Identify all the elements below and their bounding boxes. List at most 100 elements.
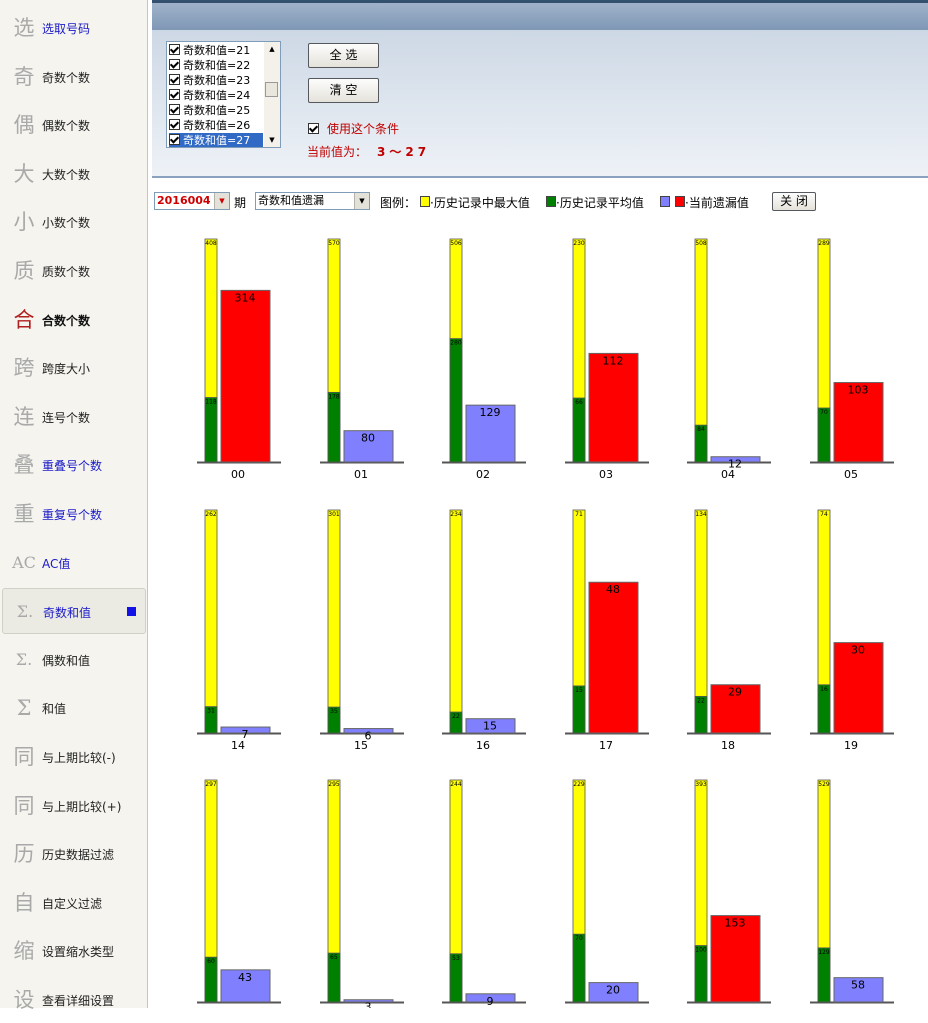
chart-type-combo[interactable]: 奇数和值遗漏 ▼: [255, 192, 370, 210]
sidebar-item[interactable]: Σ 和值: [2, 685, 146, 731]
sidebar-item[interactable]: 小小数个数: [2, 199, 146, 245]
checkbox-icon[interactable]: [169, 59, 180, 70]
category-label: 17: [599, 739, 613, 752]
sidebar-item[interactable]: 自自定义过滤: [2, 880, 146, 926]
checkbox-icon[interactable]: [169, 89, 180, 100]
dropdown-arrow-icon[interactable]: ▼: [214, 193, 229, 209]
sidebar-item[interactable]: 合合数个数: [2, 297, 146, 343]
sidebar-item-label: 自定义过滤: [42, 896, 103, 911]
bar-current-omission: [710, 456, 761, 463]
avg-value-label: 53: [452, 955, 460, 962]
sidebar-item-icon: Σ.: [16, 602, 34, 622]
legend-cur-label: ·当前遗漏值: [685, 196, 749, 210]
sidebar-item[interactable]: 偶偶数个数: [2, 102, 146, 148]
bar-historical-avg: [327, 952, 341, 1003]
checkbox-icon[interactable]: [169, 134, 180, 145]
condition-list-item[interactable]: 奇数和值=26: [169, 118, 263, 133]
avg-value-label: 178: [328, 393, 340, 400]
current-value-label: 43: [238, 971, 252, 984]
checkbox-icon[interactable]: [169, 119, 180, 130]
dropdown-arrow-icon[interactable]: ▼: [354, 193, 369, 209]
checkbox-icon[interactable]: [169, 74, 180, 85]
sidebar-item-label: 奇数和值: [43, 606, 92, 621]
period-suffix: 期: [234, 196, 247, 210]
sidebar-item[interactable]: 设查看详细设置: [2, 977, 146, 1023]
sidebar-item-icon: 连: [13, 404, 35, 429]
avg-value-label: 22: [452, 713, 460, 720]
omission-chart: 4081183140057017880015062801290223066112…: [197, 238, 894, 1008]
sidebar-item-label: 偶数和值: [42, 653, 91, 668]
avg-value-label: 129: [818, 949, 830, 956]
bar-current-omission: [710, 915, 761, 1003]
bar-historical-avg: [572, 397, 586, 463]
period-combo[interactable]: 2016004 ▼: [154, 192, 230, 210]
scroll-up-arrow-icon[interactable]: ▲: [269, 45, 275, 53]
max-value-label: 262: [205, 511, 217, 518]
sidebar-item-icon: 大: [13, 161, 35, 186]
scroll-down-arrow-icon[interactable]: ▼: [269, 136, 275, 144]
current-value-label: 15: [483, 720, 497, 733]
current-value-label: 当前值为：: [307, 145, 368, 159]
sidebar-item[interactable]: 选选取号码: [2, 5, 146, 51]
avg-value-label: 22: [697, 697, 705, 704]
clear-button[interactable]: 清 空: [308, 78, 379, 103]
listbox-scrollbar[interactable]: ▲ ▼: [264, 42, 280, 147]
sidebar-item[interactable]: 历历史数据过滤: [2, 831, 146, 877]
condition-list-item[interactable]: 奇数和值=23: [169, 73, 263, 88]
checkbox-icon[interactable]: [169, 104, 180, 115]
sidebar-item[interactable]: 重重复号个数: [2, 491, 146, 537]
max-value-label: 570: [328, 240, 340, 247]
bar-current-omission: [220, 969, 271, 1003]
condition-list-item[interactable]: 奇数和值=27: [169, 133, 263, 147]
sidebar-item[interactable]: Σ. 奇数和值: [2, 588, 146, 635]
bar-current-omission: [833, 642, 884, 734]
condition-list-item[interactable]: 奇数和值=24: [169, 88, 263, 103]
sidebar-item-label: 选取号码: [42, 22, 91, 36]
bar-historical-max: [327, 509, 341, 734]
sidebar-item[interactable]: 同与上期比较(-): [2, 734, 146, 780]
sidebar-item-icon: 偶: [13, 113, 35, 138]
condition-list-item-label: 奇数和值=22: [183, 59, 251, 72]
sidebar-item[interactable]: 连连号个数: [2, 394, 146, 440]
sidebar-item[interactable]: AC AC值: [2, 540, 146, 586]
category-label: 16: [476, 739, 490, 752]
condition-list-item[interactable]: 奇数和值=21: [169, 43, 263, 58]
bar-historical-avg: [694, 424, 708, 463]
sidebar-item[interactable]: 叠重叠号个数: [2, 442, 146, 488]
max-value-label: 229: [573, 781, 585, 788]
sidebar-item-icon: 同: [13, 745, 35, 769]
current-value-label: 29: [728, 686, 742, 699]
bar-historical-max: [449, 509, 463, 734]
category-label: 05: [844, 468, 858, 481]
bar-current-omission: [588, 982, 639, 1003]
sidebar-item-icon: 历: [13, 842, 35, 867]
max-value-label: 230: [573, 240, 585, 247]
sidebar-item[interactable]: 同与上期比较(+): [2, 783, 146, 829]
avg-value-label: 70: [575, 935, 583, 942]
use-condition-checkbox[interactable]: 使用这个条件: [308, 120, 399, 137]
sidebar-item-label: AC值: [42, 556, 71, 571]
sidebar-item[interactable]: 缩设置缩水类型: [2, 928, 146, 974]
bar-current-omission: [465, 993, 516, 1003]
sidebar-item[interactable]: 大大数个数: [2, 151, 146, 197]
avg-value-label: 60: [207, 958, 215, 965]
sidebar-item[interactable]: 质质数个数: [2, 248, 146, 294]
checkbox-icon[interactable]: [169, 44, 180, 55]
condition-list-item[interactable]: 奇数和值=25: [169, 103, 263, 118]
select-all-button[interactable]: 全 选: [308, 43, 379, 68]
close-button[interactable]: 关 闭: [772, 192, 816, 211]
sidebar-item[interactable]: 跨跨度大小: [2, 345, 146, 391]
checkbox-icon[interactable]: [308, 123, 319, 134]
sidebar-item[interactable]: Σ. 偶数和值: [2, 637, 146, 683]
bar-historical-avg: [572, 933, 586, 1003]
bar-historical-avg: [572, 685, 586, 734]
scroll-thumb[interactable]: [265, 82, 278, 97]
sidebar-item-icon: 叠: [13, 453, 35, 478]
max-value-label: 295: [328, 781, 340, 788]
sidebar-item[interactable]: 奇奇数个数: [2, 54, 146, 100]
bar-historical-avg: [204, 706, 218, 734]
condition-listbox[interactable]: 奇数和值=21 奇数和值=22 奇数和值=23 奇数和值=24 奇数和值=25 奇数和值=…: [166, 41, 281, 148]
bar-historical-avg: [327, 706, 341, 734]
sidebar-item-icon: 重: [13, 502, 35, 526]
condition-list-item[interactable]: 奇数和值=22: [169, 58, 263, 73]
